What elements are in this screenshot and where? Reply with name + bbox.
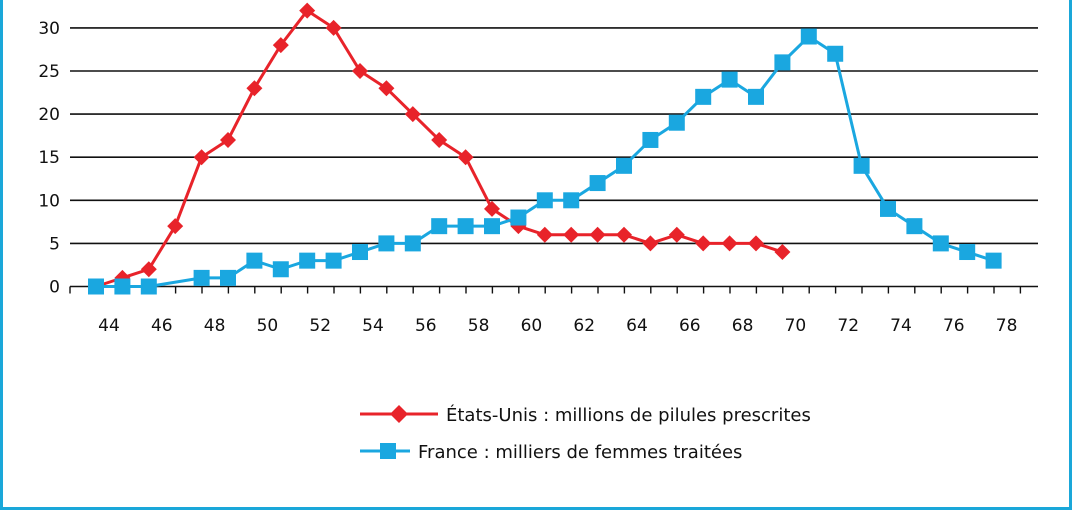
y-tick-label: 25: [38, 62, 60, 82]
data-point-france: [880, 200, 896, 217]
data-point-france: [299, 252, 316, 269]
data-point-usa: [220, 131, 236, 148]
data-point-france: [642, 131, 659, 148]
data-point-usa: [536, 226, 553, 243]
data-point-france: [193, 269, 210, 286]
data-point-usa: [167, 218, 184, 235]
data-point-france: [959, 244, 976, 261]
legend-item-france: France : milliers de femmes traitées: [360, 442, 742, 463]
x-tick-label: 52: [309, 316, 331, 336]
data-point-usa: [695, 235, 712, 252]
data-point-france: [906, 218, 923, 235]
data-point-france: [536, 192, 553, 209]
data-point-france: [325, 252, 342, 269]
x-tick-label: 44: [98, 316, 120, 336]
data-point-usa: [748, 235, 764, 252]
data-point-france: [616, 157, 632, 174]
x-tick-label: 58: [468, 316, 490, 336]
data-point-usa: [563, 226, 580, 243]
axes: 0 5 10 15 20 25 30 44 46 48 50 52 54 56 58 60 62 64 66 68 70…: [38, 19, 1038, 336]
x-tick-label: 62: [573, 316, 595, 336]
y-tick-label: 20: [38, 105, 60, 125]
x-tick-label: 70: [785, 316, 807, 336]
x-tick-label: 50: [257, 316, 279, 336]
data-point-france: [431, 218, 448, 235]
data-point-france: [853, 157, 870, 174]
data-point-usa: [246, 80, 263, 97]
data-point-france: [457, 218, 474, 235]
data-point-france: [88, 278, 104, 295]
data-point-france: [378, 235, 395, 252]
x-tick-label: 78: [996, 316, 1018, 336]
x-tick-label: 60: [521, 316, 543, 336]
series-layer: [88, 2, 1002, 295]
legend: États-Unis : millions de pilules prescri…: [360, 404, 811, 463]
data-point-usa: [140, 261, 157, 278]
data-point-france: [404, 235, 421, 252]
data-point-france: [695, 88, 712, 105]
data-point-usa: [431, 131, 448, 148]
data-point-usa: [616, 226, 632, 243]
x-tick-label: 56: [415, 316, 437, 336]
data-point-france: [589, 175, 606, 192]
legend-marker-usa: [390, 405, 408, 423]
data-point-usa: [642, 235, 659, 252]
legend-label-france: France : milliers de femmes traitées: [418, 442, 742, 463]
x-tick-label: 72: [837, 316, 859, 336]
x-tick-label: 76: [943, 316, 965, 336]
data-point-usa: [193, 149, 210, 166]
data-point-france: [484, 218, 500, 235]
data-point-france: [827, 45, 844, 62]
data-point-france: [774, 54, 791, 71]
data-point-usa: [484, 200, 500, 217]
series-line-france: [96, 35, 995, 288]
data-point-usa: [774, 244, 791, 261]
x-tick-label: 66: [679, 316, 701, 336]
data-point-france: [272, 261, 289, 278]
data-point-france: [721, 71, 738, 88]
x-tick-label: 46: [151, 316, 173, 336]
y-tick-label: 30: [38, 19, 60, 39]
y-tick-label: 5: [49, 234, 60, 254]
data-point-france: [563, 192, 580, 209]
data-point-france: [800, 28, 817, 45]
data-point-france: [140, 278, 157, 295]
data-point-france: [932, 235, 949, 252]
y-tick-label: 0: [49, 278, 60, 298]
x-tick-label: 68: [732, 316, 754, 336]
data-point-usa: [272, 37, 289, 54]
x-tick-label: 64: [626, 316, 648, 336]
data-point-usa: [325, 19, 342, 36]
data-point-france: [352, 244, 368, 261]
legend-item-usa: États-Unis : millions de pilules prescri…: [360, 404, 811, 426]
data-point-usa: [404, 106, 421, 123]
data-point-usa: [299, 2, 316, 19]
data-point-usa: [352, 63, 368, 79]
data-point-usa: [378, 80, 395, 97]
data-point-usa: [721, 235, 738, 252]
data-point-france: [668, 114, 685, 131]
x-tick-label: 48: [204, 316, 226, 336]
data-point-usa: [589, 226, 606, 243]
x-tick-label: 54: [362, 316, 384, 336]
data-point-france: [114, 278, 131, 295]
y-tick-label: 15: [38, 148, 60, 168]
legend-marker-france: [380, 443, 396, 459]
x-tick-label: 74: [890, 316, 912, 336]
data-point-usa: [457, 149, 474, 166]
data-point-france: [510, 209, 527, 226]
data-point-france: [220, 269, 236, 286]
legend-label-usa: États-Unis : millions de pilules prescri…: [446, 404, 811, 426]
data-point-france: [246, 252, 263, 269]
series-line-usa: [95, 9, 783, 288]
data-point-france: [985, 252, 1002, 269]
data-point-usa: [668, 226, 685, 243]
y-tick-label: 10: [38, 191, 60, 211]
data-point-france: [748, 88, 764, 105]
